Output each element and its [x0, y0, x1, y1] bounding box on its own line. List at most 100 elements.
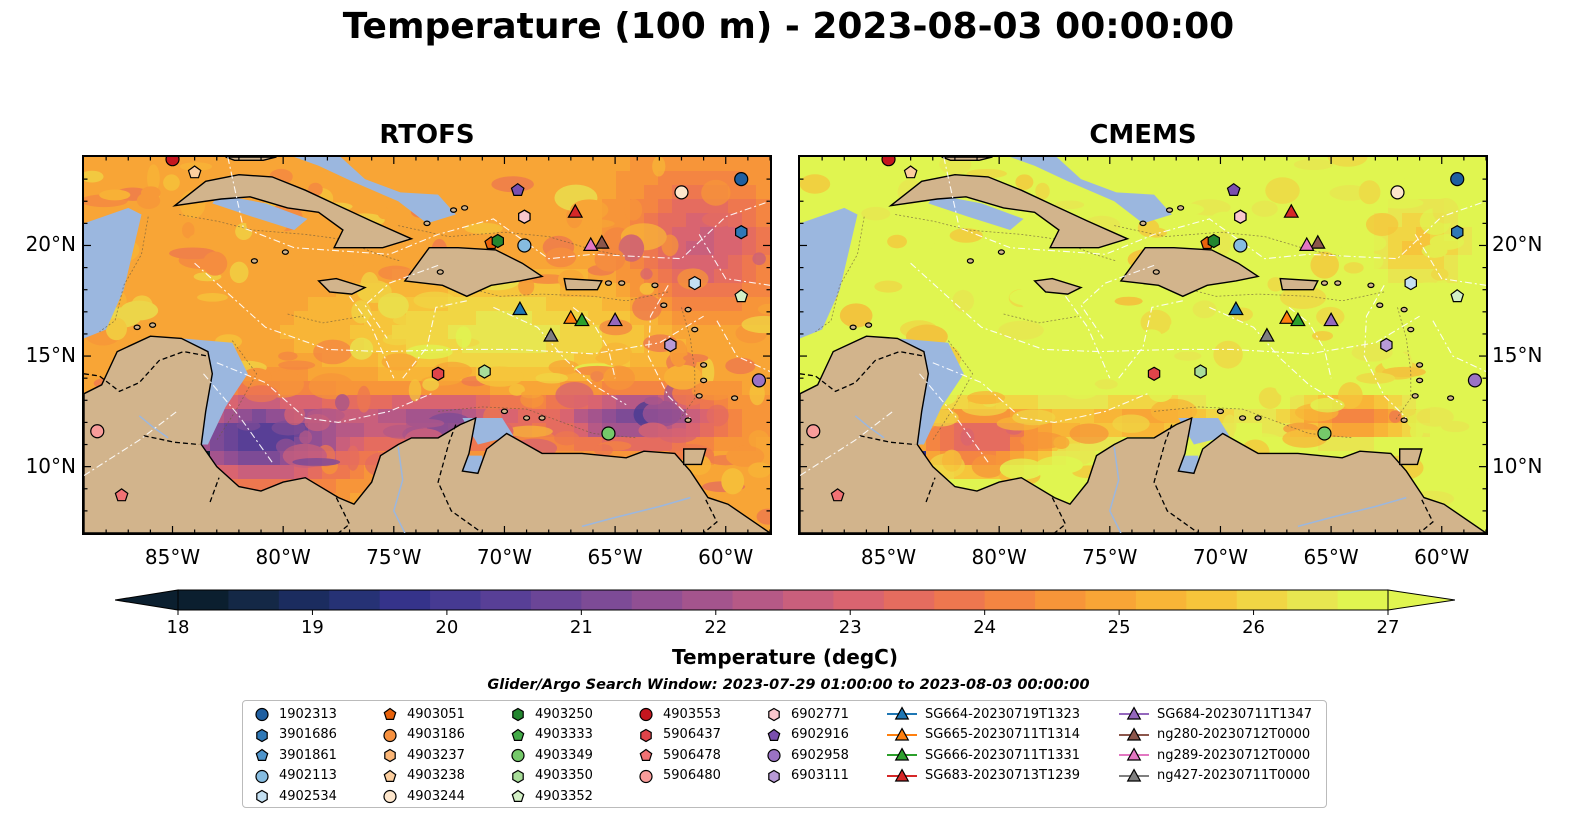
- platform-6902958: [1467, 373, 1483, 388]
- platform-4903553: [881, 157, 896, 167]
- legend-item: 4903250: [509, 704, 593, 724]
- lat-tick-label: 15°N: [25, 343, 76, 368]
- triangle-marker-icon: [887, 706, 917, 720]
- colorbar-segment: [984, 590, 1036, 610]
- lon-tick-label: 85°W: [860, 545, 917, 569]
- platform-4903250: [491, 233, 504, 249]
- colorbar-segment: [1135, 590, 1187, 610]
- lat-tick-label: 15°N: [1492, 343, 1543, 368]
- platform-markers: [806, 157, 1483, 502]
- legend: 1902313 3901686 3901861 4902113 4902534 49030…: [242, 700, 1327, 808]
- legend-item: ng427-20230711T0000: [1119, 766, 1310, 786]
- colorbar-tick-label: 21: [570, 617, 593, 638]
- colorbar-tick-label: 22: [704, 617, 727, 638]
- legend-label: SG683-20230713T1239: [925, 768, 1081, 784]
- lon-tick-label: 85°W: [144, 545, 201, 569]
- platform-6902916: [1226, 182, 1241, 197]
- platform-ng289-20230712T0000: [1298, 236, 1315, 251]
- legend-label: 4902534: [279, 788, 337, 804]
- triangle-marker-icon: [887, 726, 917, 741]
- colorbar-frame: [177, 589, 1389, 611]
- frame-ticks: [84, 157, 770, 533]
- legend-item: SG684-20230711T1347: [1119, 704, 1312, 724]
- platform-4902534: [688, 275, 702, 291]
- platform-ng280-20230712T0000: [593, 234, 610, 249]
- platform-4903349: [1317, 426, 1332, 441]
- hexagon-marker-icon: [256, 790, 268, 804]
- land: [800, 157, 1486, 533]
- triangle-marker-icon: [1119, 747, 1149, 761]
- chart-title: Temperature (100 m) - 2023-08-03 00:00:0…: [342, 6, 1235, 47]
- platform-SG684-20230711T1347: [1323, 311, 1339, 327]
- legend-label: 6902958: [791, 747, 849, 763]
- legend-item: 6903111: [765, 766, 849, 786]
- legend-item: 6902771: [765, 704, 849, 724]
- platform-SG666-20230711T1331: [574, 311, 590, 327]
- legend-item: 6902958: [765, 745, 849, 765]
- platform-4903349: [601, 426, 616, 441]
- hexagon-marker-icon: [768, 769, 780, 783]
- lon-tick-label: 80°W: [255, 545, 311, 569]
- colorbar-segment: [631, 590, 683, 610]
- lon-tick-label: 60°W: [698, 545, 754, 569]
- colorbar-segment: [581, 590, 633, 610]
- pentagon-marker-icon: [255, 748, 269, 762]
- legend-item: 5906480: [637, 766, 721, 786]
- legend-item: 4903352: [509, 786, 593, 806]
- platform-5906478: [114, 488, 129, 502]
- legend-item: 3901686: [253, 725, 337, 745]
- circle-marker-icon: [767, 749, 781, 763]
- map-panel-cmems: [798, 155, 1488, 535]
- country-borders: [800, 350, 1434, 533]
- platform-ng427-20230711T0000: [1259, 327, 1275, 342]
- depth-contours: [99, 214, 696, 441]
- triangle-marker-icon: [1119, 706, 1149, 720]
- platform-5906437: [1147, 366, 1161, 381]
- platform-SG666-20230711T1331: [1290, 311, 1306, 327]
- colorbar-segment: [1085, 590, 1137, 610]
- legend-item: 4903237: [381, 745, 465, 765]
- platform-ng280-20230712T0000: [1309, 234, 1326, 249]
- legend-item: 4903350: [509, 766, 593, 786]
- hexagon-marker-icon: [768, 707, 780, 722]
- legend-label: 4903333: [535, 727, 593, 743]
- legend-item: 4903238: [381, 766, 465, 786]
- colorbar: 18 19 20 21 22 23 24 25 26 27: [115, 589, 1455, 638]
- legend-item: 4903051: [381, 704, 465, 724]
- hexagon-marker-icon: [384, 748, 396, 763]
- legend-label: ng280-20230712T0000: [1157, 727, 1311, 743]
- legend-label: 4903237: [407, 747, 465, 763]
- lon-tick-label: 70°W: [1192, 545, 1249, 569]
- platform-4903350: [1194, 364, 1207, 379]
- map-panel-rtofs: [82, 155, 772, 535]
- colorbar-segment: [1287, 590, 1339, 610]
- circle-marker-icon: [511, 749, 525, 763]
- legend-item: 4902113: [253, 766, 337, 786]
- legend-item: SG666-20230711T1331: [887, 745, 1080, 765]
- legend-item: SG683-20230713T1239: [887, 766, 1080, 786]
- rivers: [138, 415, 691, 533]
- colorbar-tick-label: 25: [1108, 617, 1131, 638]
- colorbar-segment: [682, 590, 734, 610]
- colorbar-segment: [934, 590, 986, 610]
- circle-marker-icon: [639, 769, 653, 783]
- platform-ng289-20230712T0000: [582, 236, 599, 251]
- triangle-marker-icon: [1119, 768, 1149, 782]
- colorbar-extend-high: [1387, 589, 1455, 611]
- colorbar-segment: [1337, 590, 1389, 610]
- platform-1902313: [734, 172, 749, 187]
- platform-4903352: [1450, 289, 1465, 303]
- legend-label: SG684-20230711T1347: [1157, 706, 1313, 722]
- eez-boundaries: [800, 157, 1486, 476]
- colorbar-segment: [430, 590, 482, 610]
- legend-item: 3901861: [253, 745, 337, 765]
- legend-item: 4903186: [381, 725, 465, 745]
- colorbar-segment: [178, 590, 230, 610]
- legend-label: ng427-20230711T0000: [1157, 768, 1311, 784]
- colorbar-segment: [278, 590, 330, 610]
- lon-tick-label: 75°W: [1082, 545, 1138, 569]
- platform-4903352: [734, 289, 749, 303]
- platform-ng427-20230711T0000: [543, 327, 559, 342]
- colorbar-segment: [883, 590, 935, 610]
- platform-5906480: [806, 424, 821, 439]
